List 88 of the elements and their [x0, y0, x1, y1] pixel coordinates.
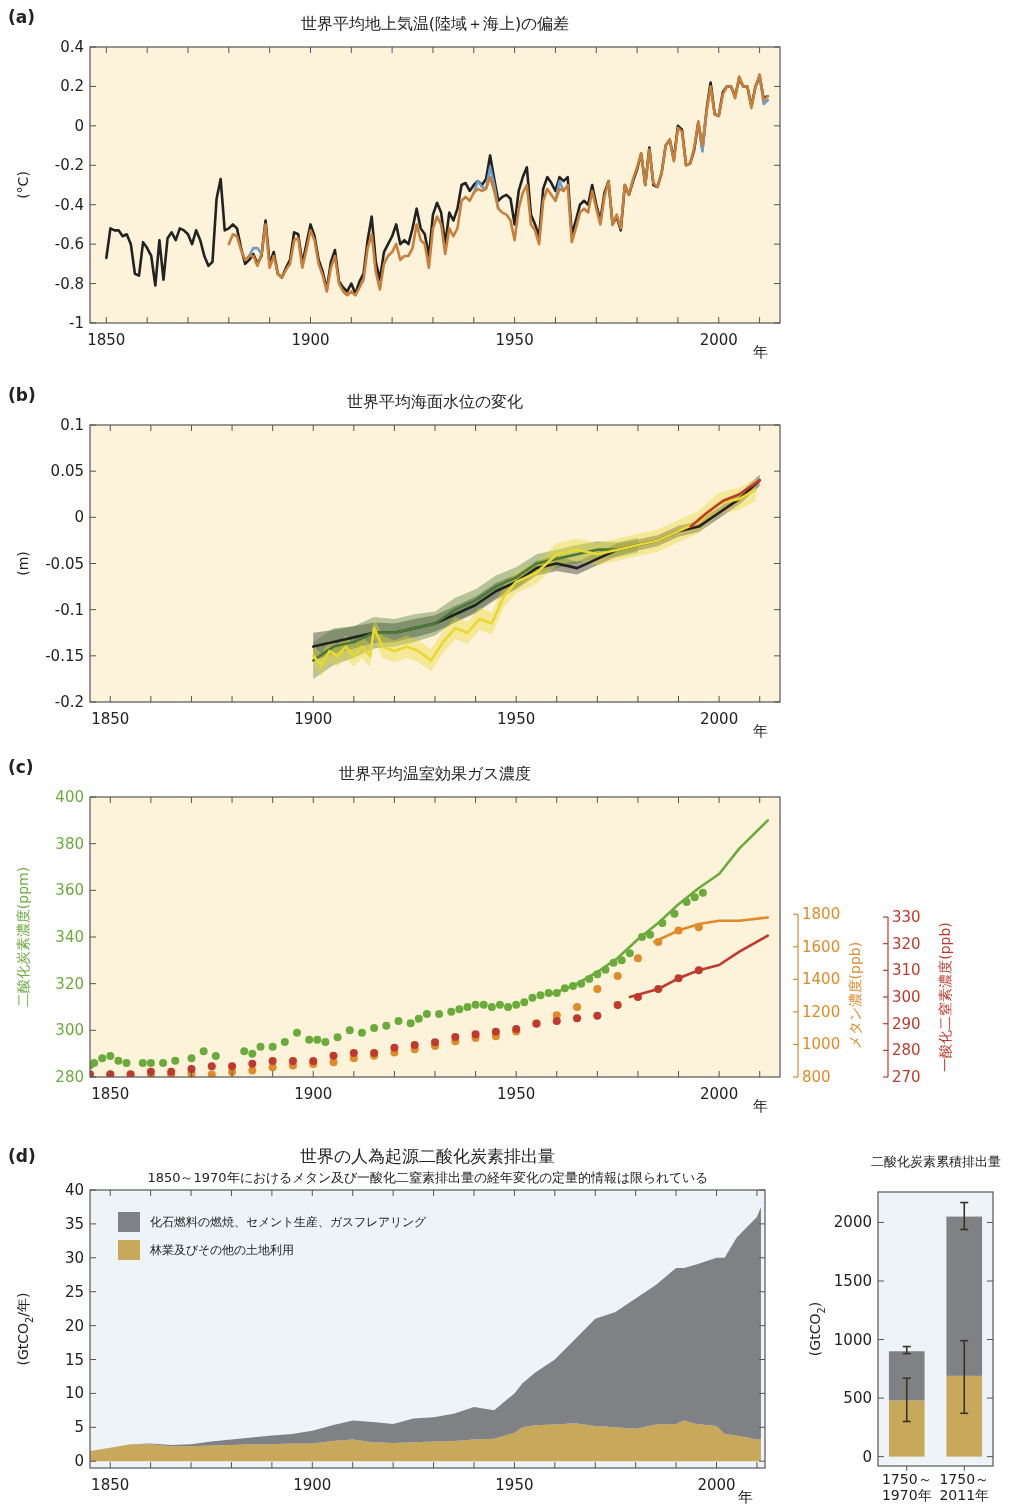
x-axis-title: 年 — [737, 1488, 753, 1506]
y-tick-label: 25 — [64, 1282, 84, 1301]
x-tick-label: 2000 — [699, 331, 738, 349]
y-tick-label: -0.1 — [54, 600, 84, 619]
x-tick-label: 1900 — [293, 1476, 332, 1494]
chart-title: 世界平均温室効果ガス濃度 — [339, 764, 531, 783]
x-axis-title: 年 — [752, 722, 768, 740]
y-axis-title: (°C) — [15, 171, 31, 199]
y-tick-label: 0 — [74, 507, 84, 526]
y2-tick-label: 1400 — [802, 969, 841, 988]
y-tick-label: -0.15 — [45, 646, 84, 665]
y-tick-label: -0.6 — [54, 234, 84, 253]
y-tick-label: -0.8 — [54, 274, 84, 293]
chart-title: 二酸化炭素累積排出量 — [870, 1154, 1001, 1169]
y2-tick-label: 1600 — [802, 937, 841, 956]
legend-label: 化石燃料の燃焼、セメント生産、ガスフレアリング — [150, 1214, 427, 1229]
chart-title: 世界平均海面水位の変化 — [347, 392, 523, 411]
text: (b) — [8, 385, 36, 405]
y-tick-label: 380 — [55, 834, 84, 853]
y3-tick-label: 300 — [892, 987, 921, 1006]
y-tick-label: 0.05 — [50, 461, 84, 480]
x-tick-label: 1750～ 1970年 — [881, 1471, 932, 1503]
text: (a) — [8, 7, 36, 27]
y2-tick-label: 1800 — [802, 904, 841, 923]
x-tick-label: 1900 — [294, 710, 333, 728]
y-tick-label: -1 — [69, 313, 84, 332]
y-tick-label: 2000 — [833, 1212, 872, 1231]
x-axis-title: 年 — [752, 1097, 768, 1115]
y-tick-label: 0 — [74, 116, 84, 135]
y-tick-label: 0 — [74, 1451, 84, 1470]
x-tick-label: 1900 — [291, 331, 330, 349]
chart-title: 世界の人為起源二酸化炭素排出量 — [300, 1146, 555, 1166]
y-tick-label: 15 — [64, 1350, 84, 1369]
x-tick-label: 1850 — [91, 1476, 130, 1494]
x-tick-label: 1750～ 2011年 — [939, 1471, 990, 1503]
y3-tick-label: 330 — [892, 907, 921, 926]
y-tick-label: 0.1 — [60, 415, 84, 434]
x-tick-label: 1850 — [91, 1085, 130, 1103]
y-tick-label: 360 — [55, 880, 84, 899]
y-tick-label: 30 — [64, 1248, 84, 1267]
y-axis-title: 二酸化炭素濃度(ppm) — [15, 866, 31, 1008]
y-tick-label: 5 — [74, 1417, 84, 1436]
y-tick-label: 1500 — [833, 1271, 872, 1290]
y2-tick-label: 1000 — [802, 1034, 841, 1053]
y3-tick-label: 320 — [892, 934, 921, 953]
x-axis-title: 年 — [752, 343, 768, 361]
y2-tick-label: 800 — [802, 1067, 831, 1086]
y-tick-label: 300 — [55, 1020, 84, 1039]
y-tick-label: 0 — [862, 1447, 872, 1466]
y-tick-label: -0.2 — [54, 692, 84, 711]
y-tick-label: 40 — [64, 1180, 84, 1199]
text: (c) — [8, 757, 34, 777]
y-tick-label: -0.05 — [45, 554, 84, 572]
x-tick-label: 2000 — [700, 710, 739, 728]
y-tick-label: 0.4 — [60, 37, 84, 56]
y-tick-label: 340 — [55, 927, 84, 946]
y-tick-label: 320 — [55, 974, 84, 993]
x-tick-label: 1950 — [495, 331, 534, 349]
y3-axis-title: 一酸化二窒素濃度(ppb) — [937, 922, 953, 1072]
y-tick-label: 35 — [64, 1214, 84, 1233]
y-tick-label: 20 — [64, 1316, 84, 1335]
y2-tick-label: 1200 — [802, 1002, 841, 1021]
x-tick-label: 1900 — [294, 1085, 333, 1103]
y-tick-label: 1000 — [833, 1330, 872, 1349]
legend-label: 林業及びその他の土地利用 — [149, 1242, 294, 1257]
y-tick-label: 0.2 — [60, 76, 84, 95]
x-tick-label: 2000 — [697, 1476, 736, 1494]
x-tick-label: 1850 — [87, 331, 126, 349]
x-tick-label: 1950 — [495, 1476, 534, 1494]
y3-tick-label: 280 — [892, 1040, 921, 1059]
x-tick-label: 1950 — [497, 710, 536, 728]
x-tick-label: 2000 — [700, 1085, 739, 1103]
chart-subtitle: 1850～1970年におけるメタン及び一酸化二窒素排出量の経年変化の定量的情報は限られている — [147, 1170, 708, 1185]
y-tick-label: -0.4 — [54, 195, 84, 214]
y-axis-title: (m) — [15, 551, 31, 576]
x-tick-label: 1850 — [91, 710, 130, 728]
y2-axis-title: メタン濃度(ppb) — [847, 941, 863, 1050]
x-tick-label: 1950 — [497, 1085, 536, 1103]
text: (d) — [8, 1146, 36, 1166]
y3-tick-label: 290 — [892, 1014, 921, 1033]
y3-tick-label: 270 — [892, 1067, 921, 1086]
y-tick-label: 500 — [843, 1388, 872, 1407]
chart-title: 世界平均地上気温(陸域＋海上)の偏差 — [300, 14, 570, 33]
y-tick-label: 10 — [64, 1383, 84, 1402]
y-tick-label: -0.2 — [54, 155, 84, 174]
y3-tick-label: 310 — [892, 960, 921, 979]
y-tick-label: 280 — [55, 1067, 84, 1086]
y-tick-label: 400 — [55, 787, 84, 806]
